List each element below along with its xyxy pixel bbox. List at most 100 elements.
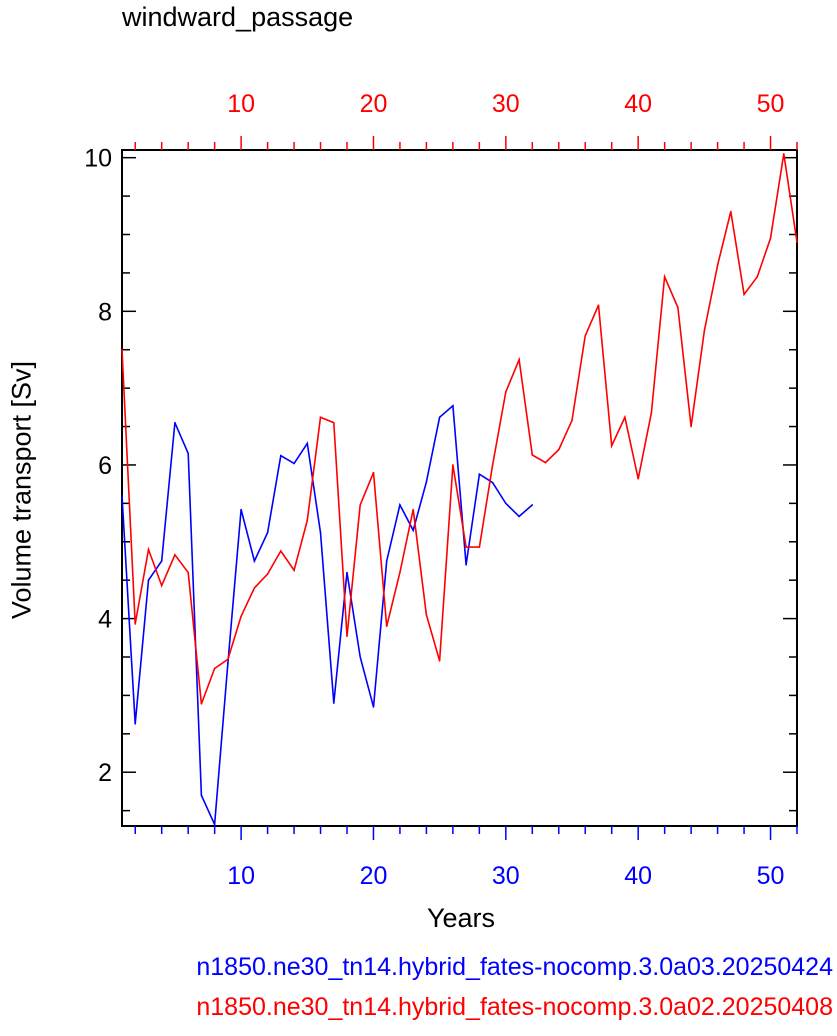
data-point-red [597,304,600,306]
data-point-blue [505,502,507,505]
y-tick-label: 10 [84,145,112,173]
data-point-red [372,471,375,474]
data-point-blue [425,481,428,483]
data-point-red [121,348,123,351]
data-point-red [425,613,428,616]
data-point-red [399,571,401,574]
data-point-red [280,550,282,552]
x-top-tick-label: 20 [360,90,388,118]
data-point-red [531,454,534,456]
data-point-blue [465,564,467,566]
data-point-red [782,153,785,155]
data-point-red [200,703,203,705]
data-point-red [518,358,520,361]
data-point-red [293,569,295,571]
data-point-blue [306,442,309,445]
data-point-red [491,464,494,466]
x-bottom-tick-label: 30 [492,862,520,890]
axes [121,136,798,840]
x-bottom-tick-label: 10 [227,862,255,890]
data-point-red [478,546,481,548]
data-point-red [319,416,322,419]
data-point-red [227,658,229,661]
y-tick-label: 8 [98,298,112,326]
x-axis-label: Years [426,903,496,933]
data-point-blue [174,421,176,424]
data-point-red [412,508,414,511]
data-point-blue [319,531,322,534]
data-point-blue [147,579,150,581]
x-top-tick-label: 40 [624,90,652,118]
data-point-red [624,416,626,419]
data-point-blue [253,560,256,562]
data-point-blue [412,529,414,532]
series-line-blue [121,404,533,828]
data-point-red [505,391,507,393]
data-point-blue [187,452,189,455]
series-lines [121,153,798,828]
data-point-red [465,546,467,548]
data-point-red [584,335,587,337]
data-point-red [346,635,348,638]
x-top-tick-label: 30 [492,90,520,118]
data-point-red [730,210,732,213]
chart-title: windward_passage [122,2,354,32]
data-point-blue [266,531,269,534]
data-point-red [716,264,719,267]
y-tick-label: 4 [98,606,112,634]
data-point-red [174,554,176,556]
data-point-red [743,293,745,296]
data-point-red [240,615,242,618]
data-point-blue [372,706,375,708]
data-point-red [332,421,335,424]
data-point-red [663,275,666,278]
plot-frame [121,149,798,827]
data-point-blue [452,405,454,407]
data-point-red [637,477,639,480]
series-line-red [121,153,798,705]
data-point-blue [399,504,401,506]
data-point-red [690,425,692,428]
data-point-red [266,573,269,575]
data-point-red [769,237,772,240]
y-tick-label: 2 [98,759,112,787]
series-caption-red: n1850.ne30_tn14.hybrid_fates-nocomp.3.0a… [196,993,833,1021]
data-point-red [160,584,163,587]
x-bottom-tick-label: 20 [360,862,388,890]
data-point-red [359,504,362,506]
data-point-blue [160,560,163,562]
data-point-red [610,444,613,447]
x-bottom-tick-label: 40 [624,862,652,890]
x-top-tick-label: 10 [227,90,255,118]
data-point-red [452,464,454,466]
data-point-blue [200,794,203,797]
data-point-blue [518,515,520,518]
data-point-red [385,625,388,628]
y-tick-label: 6 [98,452,112,480]
data-point-blue [332,702,335,704]
data-point-red [571,419,573,422]
data-point-red [213,667,216,670]
data-point-red [306,519,309,522]
data-point-blue [359,656,362,658]
data-point-blue [280,454,282,457]
data-point-blue [478,473,481,475]
data-point-blue [213,823,216,826]
x-bottom-tick-label: 50 [757,862,785,890]
y-axis-label: Volume transport [Sv] [6,360,37,620]
x-top-tick-label: 50 [757,90,785,118]
data-point-red [677,306,679,309]
data-point-red [253,587,256,589]
data-point-blue [227,662,229,664]
data-point-blue [293,462,295,465]
data-point-blue [240,508,242,511]
data-point-red [147,548,150,551]
data-point-red [544,461,547,464]
tick-labels: 2 4 6 8 10 10 20 30 40 50 10 20 30 40 50 [84,90,784,890]
data-point-red [703,329,706,332]
data-point-red [650,411,653,414]
data-point-blue [531,504,534,506]
data-point-red [796,241,798,243]
data-point-blue [121,494,123,497]
